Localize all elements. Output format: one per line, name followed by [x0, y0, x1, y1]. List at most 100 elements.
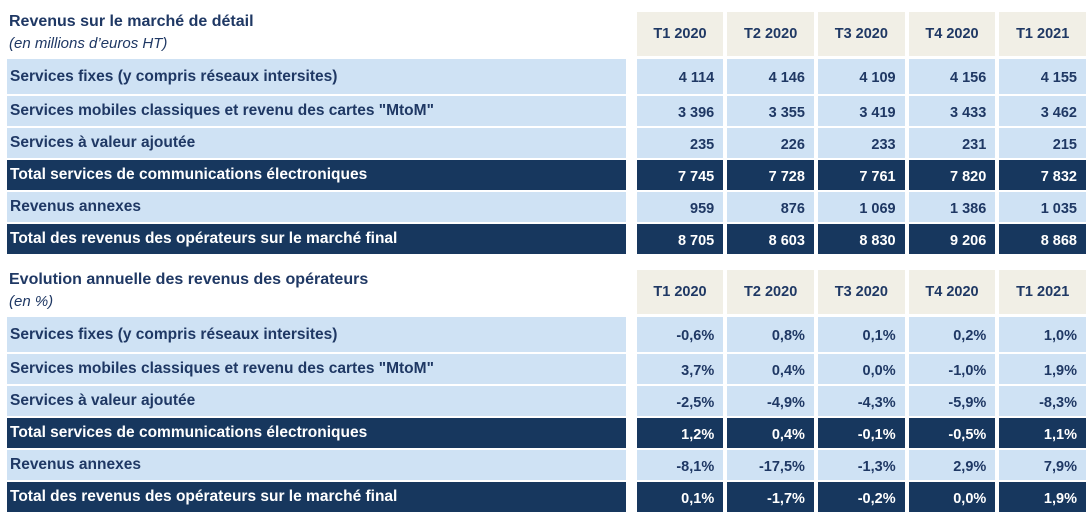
- value-cell: 1,9%: [999, 354, 1086, 384]
- table-row-revenus-annexes: Revenus annexes 959 876 1 069 1 386 1 03…: [7, 192, 1086, 222]
- value-cell: 3 462: [999, 96, 1086, 126]
- table-row-services-mobiles: Services mobiles classiques et revenu de…: [7, 96, 1086, 126]
- annual-evolution-table: Evolution annuelle des revenus des opéra…: [0, 270, 1087, 512]
- table-subtitle: (en millions d’euros HT): [9, 35, 168, 52]
- value-cell: 4 155: [999, 59, 1086, 94]
- value-cell: 0,1%: [636, 482, 724, 512]
- value-cell: 8 868: [999, 224, 1086, 254]
- row-label-cell: Total services de communications électro…: [7, 418, 626, 448]
- column-header-t1-2020: T1 2020: [636, 270, 724, 314]
- tables-gap: [0, 256, 1090, 270]
- row-label-cell: Services mobiles classiques et revenu de…: [7, 96, 626, 126]
- value-cell: 1 386: [908, 192, 996, 222]
- value-cell: 7 832: [999, 160, 1086, 190]
- value-cell: 0,4%: [727, 354, 814, 384]
- column-header-t1-2021: T1 2021: [999, 12, 1087, 56]
- value-cell: 233: [817, 128, 905, 158]
- value-cell: 1,9%: [999, 482, 1086, 512]
- value-cell: 231: [908, 128, 996, 158]
- table-row-services-fixes: Services fixes (y compris réseaux inters…: [7, 317, 1086, 352]
- value-cell: 9 206: [908, 224, 996, 254]
- table-row-services-fixes: Services fixes (y compris réseaux inters…: [7, 59, 1086, 94]
- value-cell: -4,9%: [727, 386, 814, 416]
- row-label-cell: Services fixes (y compris réseaux inters…: [7, 59, 626, 94]
- row-label-cell: Total des revenus des opérateurs sur le …: [7, 482, 626, 512]
- table-header-row: Revenus sur le marché de détail (en mill…: [7, 12, 1087, 56]
- value-cell: 226: [727, 128, 814, 158]
- value-cell: -2,5%: [636, 386, 724, 416]
- value-cell: -0,1%: [817, 418, 905, 448]
- table-row-services-mobiles: Services mobiles classiques et revenu de…: [7, 354, 1086, 384]
- table-title-block: Revenus sur le marché de détail (en mill…: [7, 12, 626, 56]
- row-label-cell: Revenus annexes: [7, 450, 626, 480]
- value-cell: 959: [636, 192, 724, 222]
- row-label-cell: Revenus annexes: [7, 192, 626, 222]
- table-row-total-services: Total services de communications électro…: [7, 160, 1086, 190]
- table-title-block: Evolution annuelle des revenus des opéra…: [7, 270, 626, 314]
- value-cell: 0,8%: [727, 317, 814, 352]
- value-cell: 3 355: [727, 96, 814, 126]
- table-row-revenus-annexes: Revenus annexes -8,1% -17,5% -1,3% 2,9% …: [7, 450, 1086, 480]
- row-label-cell: Services fixes (y compris réseaux inters…: [7, 317, 626, 352]
- column-header-t2-2020: T2 2020: [727, 270, 814, 314]
- value-cell: 0,0%: [817, 354, 905, 384]
- value-cell: 0,2%: [908, 317, 996, 352]
- row-label-cell: Services à valeur ajoutée: [7, 386, 626, 416]
- value-cell: 8 830: [817, 224, 905, 254]
- value-cell: 1,1%: [999, 418, 1086, 448]
- value-cell: 1 069: [817, 192, 905, 222]
- table-row-total-revenus: Total des revenus des opérateurs sur le …: [7, 482, 1086, 512]
- value-cell: 3 419: [817, 96, 905, 126]
- column-header-t3-2020: T3 2020: [818, 12, 905, 56]
- table-title: Revenus sur le marché de détail: [9, 13, 254, 30]
- value-cell: -1,0%: [908, 354, 996, 384]
- value-cell: 3 396: [636, 96, 724, 126]
- table-row-services-valeur-ajoutee: Services à valeur ajoutée 235 226 233 23…: [7, 128, 1086, 158]
- value-cell: -8,3%: [999, 386, 1086, 416]
- table-subtitle: (en %): [9, 293, 54, 310]
- column-header-t1-2021: T1 2021: [999, 270, 1087, 314]
- table-row-services-valeur-ajoutee: Services à valeur ajoutée -2,5% -4,9% -4…: [7, 386, 1086, 416]
- table-row-total-revenus: Total des revenus des opérateurs sur le …: [7, 224, 1086, 254]
- value-cell: 3 433: [908, 96, 996, 126]
- value-cell: -0,2%: [817, 482, 905, 512]
- value-cell: 7 728: [727, 160, 814, 190]
- value-cell: 8 705: [636, 224, 724, 254]
- value-cell: 876: [727, 192, 814, 222]
- value-cell: 0,0%: [908, 482, 996, 512]
- value-cell: 7 745: [636, 160, 724, 190]
- value-cell: -1,3%: [817, 450, 905, 480]
- column-header-t2-2020: T2 2020: [727, 12, 814, 56]
- value-cell: -4,3%: [817, 386, 905, 416]
- value-cell: -5,9%: [908, 386, 996, 416]
- value-cell: 4 146: [727, 59, 814, 94]
- value-cell: -8,1%: [636, 450, 724, 480]
- value-cell: 0,1%: [817, 317, 905, 352]
- value-cell: 7 820: [908, 160, 996, 190]
- row-label-cell: Services mobiles classiques et revenu de…: [7, 354, 626, 384]
- value-cell: 4 114: [636, 59, 724, 94]
- column-header-t4-2020: T4 2020: [908, 270, 996, 314]
- value-cell: 0,4%: [727, 418, 814, 448]
- value-cell: 3,7%: [636, 354, 724, 384]
- value-cell: 8 603: [727, 224, 814, 254]
- value-cell: 7,9%: [999, 450, 1086, 480]
- value-cell: 1 035: [999, 192, 1086, 222]
- value-cell: -0,6%: [636, 317, 724, 352]
- value-cell: 1,0%: [999, 317, 1086, 352]
- table-row-total-services: Total services de communications électro…: [7, 418, 1086, 448]
- value-cell: -0,5%: [908, 418, 996, 448]
- value-cell: 4 156: [908, 59, 996, 94]
- column-header-t4-2020: T4 2020: [908, 12, 996, 56]
- row-label-cell: Services à valeur ajoutée: [7, 128, 626, 158]
- table-title: Evolution annuelle des revenus des opéra…: [9, 271, 369, 288]
- value-cell: 2,9%: [908, 450, 996, 480]
- column-header-t3-2020: T3 2020: [818, 270, 905, 314]
- value-cell: 215: [999, 128, 1086, 158]
- row-label-cell: Total services de communications électro…: [7, 160, 626, 190]
- value-cell: 7 761: [817, 160, 905, 190]
- value-cell: 4 109: [817, 59, 905, 94]
- row-label-cell: Total des revenus des opérateurs sur le …: [7, 224, 626, 254]
- table-header-row: Evolution annuelle des revenus des opéra…: [7, 270, 1087, 314]
- retail-revenue-table: Revenus sur le marché de détail (en mill…: [0, 12, 1087, 254]
